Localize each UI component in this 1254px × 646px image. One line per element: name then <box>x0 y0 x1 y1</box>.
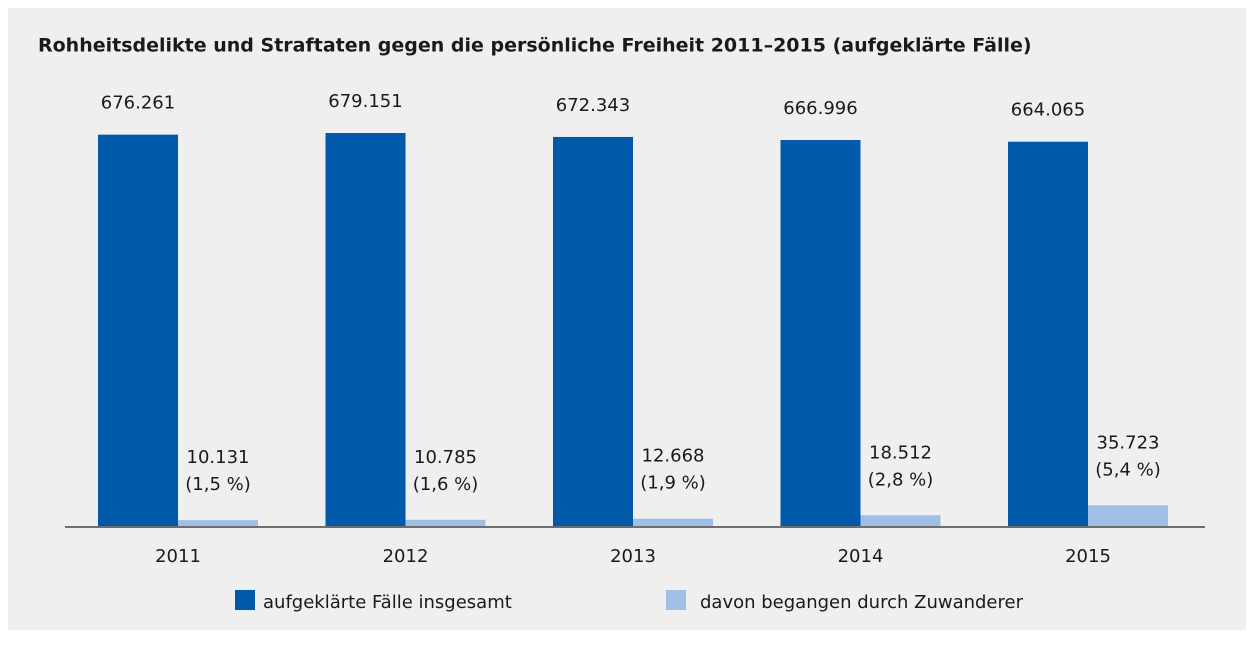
legend-label: davon begangen durch Zuwanderer <box>700 592 1024 613</box>
chart-title: Rohheitsdelikte und Straftaten gegen die… <box>38 35 1032 57</box>
value-label: 666.996 <box>783 98 857 119</box>
bar <box>860 515 941 526</box>
bar <box>633 518 713 526</box>
bar <box>98 134 178 526</box>
legend-label: aufgeklärte Fälle insgesamt <box>263 592 512 613</box>
bar <box>178 520 258 526</box>
share-label: (2,8 %) <box>868 469 934 490</box>
value-label: 18.512 <box>869 442 932 463</box>
bar <box>780 140 861 526</box>
value-label: 672.343 <box>556 95 630 116</box>
value-label: 679.151 <box>328 91 402 112</box>
x-tick-label: 2014 <box>838 546 884 567</box>
bar <box>553 136 633 526</box>
x-tick-label: 2013 <box>610 546 656 567</box>
value-label: 10.785 <box>414 447 477 468</box>
value-label: 10.131 <box>187 447 250 468</box>
share-label: (1,6 %) <box>413 474 479 495</box>
value-label: 12.668 <box>642 446 705 467</box>
value-label: 35.723 <box>1097 432 1160 453</box>
bar <box>405 519 486 526</box>
share-label: (1,5 %) <box>185 474 251 495</box>
value-label: 676.261 <box>101 93 175 114</box>
value-label: 664.065 <box>1011 100 1085 121</box>
share-label: (1,9 %) <box>640 473 706 494</box>
bar <box>1088 505 1168 526</box>
x-tick-label: 2012 <box>383 546 429 567</box>
bar <box>1008 141 1088 526</box>
bar <box>325 133 406 526</box>
x-tick-label: 2011 <box>155 546 201 567</box>
share-label: (5,4 %) <box>1095 459 1161 480</box>
legend-swatch <box>235 590 255 610</box>
legend-swatch <box>666 590 686 610</box>
x-tick-label: 2015 <box>1065 546 1111 567</box>
